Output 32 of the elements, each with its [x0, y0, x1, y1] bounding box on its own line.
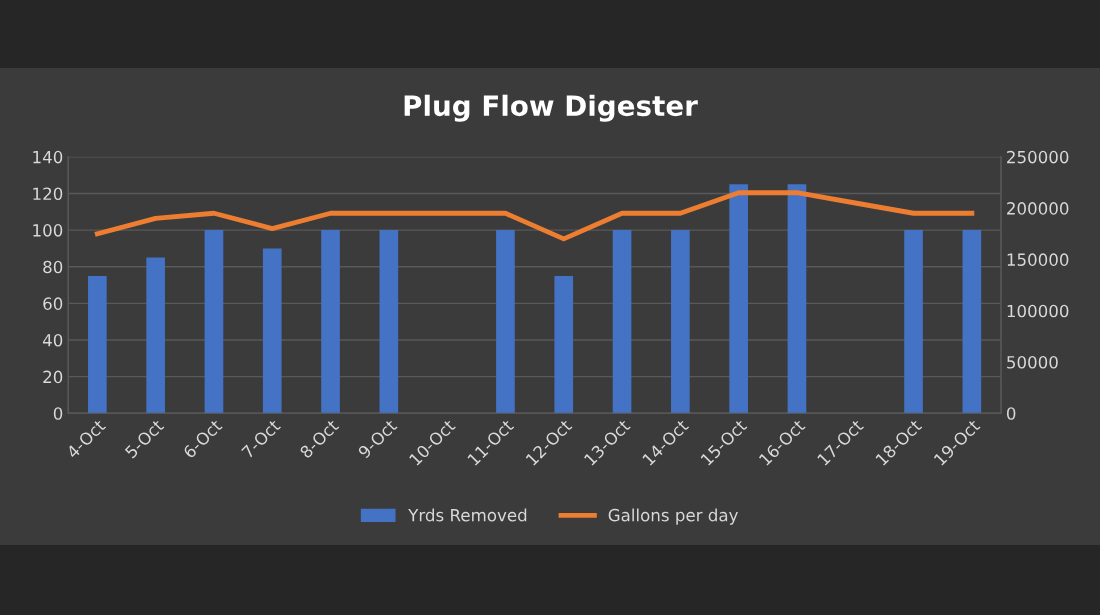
y2-tick-label: 50000	[1007, 355, 1058, 369]
y-tick-label: 100	[33, 224, 63, 237]
y-tick-label: 0	[53, 407, 63, 420]
bar	[146, 257, 165, 414]
bar	[787, 184, 807, 414]
bar	[496, 230, 515, 414]
y2-tick-label: 150000	[1007, 253, 1069, 266]
y2-tick-label: 100000	[1007, 304, 1069, 318]
bar	[204, 230, 224, 414]
y-tick-label: 80	[43, 260, 63, 274]
bar	[554, 275, 574, 414]
chart-title: Plug Flow Digester	[404, 94, 698, 122]
line-series	[94, 190, 975, 242]
y2-tick-label: 200000	[1007, 202, 1069, 215]
bar	[612, 230, 632, 414]
y2-tick-label: 0	[1006, 407, 1016, 420]
bar	[262, 248, 282, 414]
bar	[379, 230, 399, 414]
bar	[962, 230, 982, 414]
legend-label: Yrds Removed	[408, 508, 527, 522]
y-tick-label: 20	[43, 370, 63, 384]
bar	[88, 275, 107, 414]
y2-tick-label: 250000	[1007, 150, 1069, 164]
bar	[671, 230, 690, 414]
bar	[904, 230, 923, 414]
bar	[729, 184, 748, 414]
y-tick-label: 140	[33, 150, 63, 164]
y-tick-label: 60	[43, 297, 63, 310]
y-tick-label: 120	[33, 187, 63, 201]
bar	[321, 230, 340, 414]
legend-label: Gallons per day	[608, 508, 738, 525]
y-tick-label: 40	[42, 333, 63, 347]
